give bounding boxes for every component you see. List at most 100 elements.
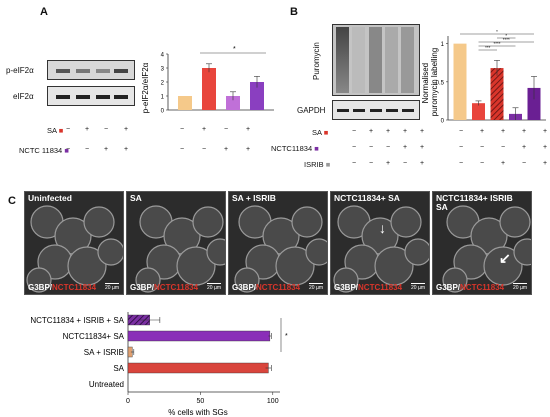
cell xyxy=(513,238,531,266)
treatment-symbol: − xyxy=(402,160,408,167)
scale-bar: 20 µm xyxy=(207,283,221,291)
bar xyxy=(127,362,269,374)
panel-b-treatment-table: SA ■ NCTC11834 ■ ISRIB ■ − + + + + − − − + + − − + − +… xyxy=(271,128,550,178)
treatment-text: NCTC11834 xyxy=(271,144,313,153)
micrograph-stain-label: G3BP/NCTC11834 xyxy=(232,283,300,292)
panel-c-xlabel: % cells with SGs xyxy=(168,408,228,417)
treatment-symbol: + xyxy=(223,146,229,153)
micrograph-stain-label: G3BP/NCTC11834 xyxy=(334,283,402,292)
y-tick-label: 4 xyxy=(161,53,165,59)
micrograph: SA G3BP/NCTC11834 20 µm xyxy=(126,191,226,295)
treatment-symbol: − xyxy=(84,146,90,153)
treatment-symbol: + xyxy=(123,126,129,133)
significance-stars: **** xyxy=(503,37,510,42)
nctc-color-square-icon: ■ xyxy=(64,146,69,155)
blot-bands xyxy=(56,95,128,99)
treatment-text: NCTC 11834 xyxy=(19,146,63,155)
treatment-symbol: − xyxy=(458,128,464,135)
treatment-symbol: + xyxy=(123,146,129,153)
treatment-symbol: − xyxy=(351,144,357,151)
stain-prefix: G3BP/ xyxy=(130,283,155,292)
blot-label-puromycin: Puromycin xyxy=(312,42,321,80)
y-tick-label: 2 xyxy=(161,81,165,87)
x-tick-label: 100 xyxy=(267,398,279,405)
treatment-text: SA xyxy=(312,128,322,137)
nctc-color-square-icon: ■ xyxy=(314,144,319,153)
micrograph: NCTC11834+ SA G3BP/NCTC11834 20 µm ↓ xyxy=(330,191,430,295)
treatment-symbol: + xyxy=(521,144,527,151)
treatment-label-isrib: ISRIB ■ xyxy=(304,160,330,169)
micrograph-title: SA + ISRIB xyxy=(232,193,276,203)
stain-red: NCTC11834 xyxy=(256,283,301,292)
micrograph-title: NCTC11834+ SA xyxy=(334,193,400,203)
cell xyxy=(192,206,224,238)
scale-bar: 20 µm xyxy=(411,283,425,291)
cell-texture xyxy=(234,205,327,293)
stain-prefix: G3BP/ xyxy=(232,283,257,292)
category-label: SA + ISRIB xyxy=(84,348,124,357)
treatment-symbol: − xyxy=(65,146,71,153)
y-tick-label: 0 xyxy=(441,119,445,125)
scale-bar: 20 µm xyxy=(309,283,323,291)
cell-texture xyxy=(442,205,531,293)
cell xyxy=(67,246,107,286)
treatment-text: ISRIB xyxy=(304,160,324,169)
treatment-label-sa: SA ■ xyxy=(312,128,328,137)
cell xyxy=(83,206,115,238)
x-tick-label: 0 xyxy=(126,398,130,405)
significance-stars: *** xyxy=(485,45,491,50)
scale-bar: 20 µm xyxy=(513,283,527,291)
stain-red: NCTC11834 xyxy=(52,283,97,292)
ylabel-line1: Normalised xyxy=(421,63,430,103)
panel-b-ylabel: Normalised puromycin labelling xyxy=(421,48,439,116)
blot-eif2a xyxy=(47,86,135,106)
cell xyxy=(206,238,225,266)
treatment-symbol: + xyxy=(479,128,485,135)
category-label: NCTC11834+ SA xyxy=(63,332,125,341)
bar xyxy=(250,82,264,110)
panel-a-ylabel: p-eIF2α/eIF2α xyxy=(141,62,150,113)
bar xyxy=(178,96,192,110)
cell-texture xyxy=(26,205,123,293)
cell xyxy=(404,238,429,266)
treatment-symbol: − xyxy=(223,126,229,133)
bar xyxy=(226,96,240,110)
treatment-symbol: − xyxy=(65,126,71,133)
blot-label-eif2a: eIF2α xyxy=(13,92,34,101)
treatment-symbol: + xyxy=(385,128,391,135)
treatment-symbol: + xyxy=(542,160,548,167)
panel-a-bar-chart: p-eIF2α/eIF2α 0 1 2 3 4 * xyxy=(141,46,274,115)
treatment-symbol: + xyxy=(542,144,548,151)
bar xyxy=(490,68,504,120)
cell xyxy=(390,206,422,238)
blot-bands xyxy=(56,69,128,73)
y-tick-label: 0 xyxy=(161,109,165,115)
treatment-symbol: + xyxy=(245,126,251,133)
cell xyxy=(483,246,523,286)
cell xyxy=(97,238,123,266)
treatment-symbol: + xyxy=(500,128,506,135)
treatment-symbol: − xyxy=(368,144,374,151)
cell-texture xyxy=(333,205,429,293)
cell xyxy=(442,267,468,293)
panel-a-significance: * xyxy=(233,46,236,53)
treatment-symbol: − xyxy=(500,144,506,151)
x-tick-label: 50 xyxy=(196,398,204,405)
treatment-symbol: − xyxy=(479,160,485,167)
treatment-label-nctc: NCTC 11834 ■ xyxy=(19,146,69,155)
cell-texture xyxy=(135,205,225,293)
panel-a-treatment-table: SA ■ NCTC 11834 ■ − + − + − − + + − + − + − − + + xyxy=(0,126,275,166)
treatment-symbol: − xyxy=(458,160,464,167)
sa-color-square-icon: ■ xyxy=(58,126,64,135)
treatment-symbol: − xyxy=(458,144,464,151)
micrograph-row: Uninfected G3BP/NCTC11834 20 µm SA G3BP/NCTC… xyxy=(24,191,550,299)
category-label: Untreated xyxy=(89,380,124,389)
cell xyxy=(499,206,531,238)
micrograph-stain-label: G3BP/NCTC11834 xyxy=(28,283,96,292)
scale-bar: 20 µm xyxy=(105,283,119,291)
treatment-symbol: − xyxy=(179,146,185,153)
y-tick-label: 0.5 xyxy=(436,80,445,86)
blot-gapdh xyxy=(332,100,420,120)
treatment-symbol: + xyxy=(419,144,425,151)
treatment-symbol: − xyxy=(479,144,485,151)
